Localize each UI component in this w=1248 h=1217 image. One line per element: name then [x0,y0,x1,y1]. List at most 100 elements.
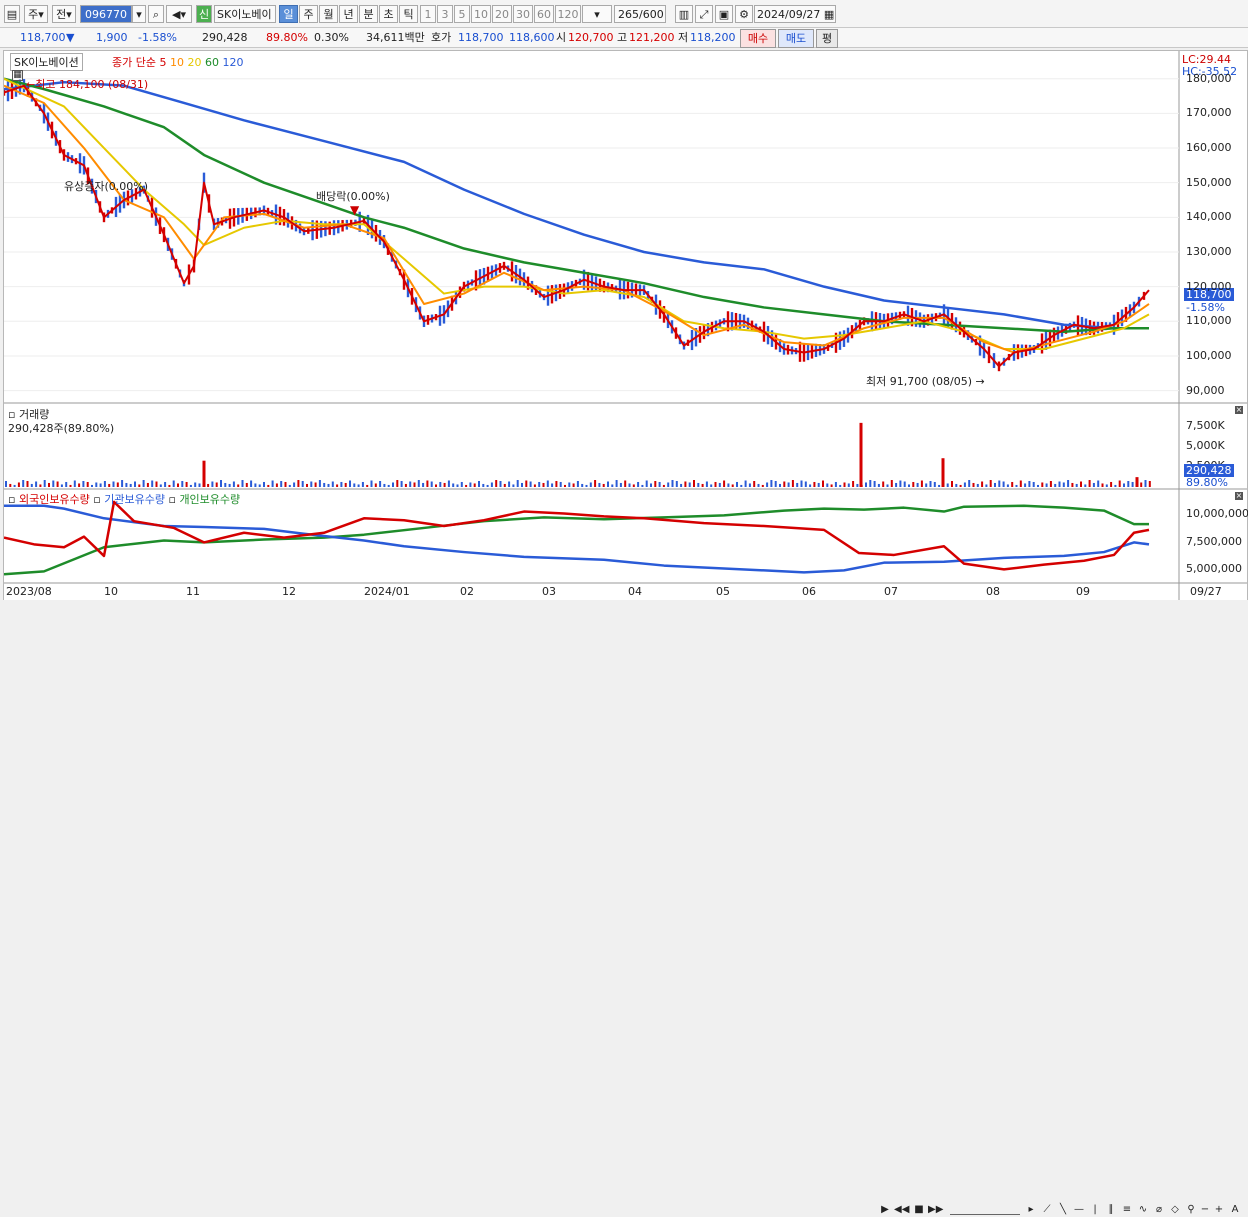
market-label: 주 [28,8,39,21]
line-tool-icon[interactable]: ╲ [1059,1204,1067,1215]
erase-tool-icon[interactable]: ⌀ [1155,1204,1163,1215]
volume-bar [142,480,145,487]
volume-bar [310,481,313,487]
hline-tool-icon[interactable]: — [1074,1204,1084,1215]
calendar-icon[interactable]: ▦ [823,8,835,21]
volume-bar [903,481,906,487]
volume-bar [52,480,55,487]
vline-tool-icon[interactable]: | [1093,1204,1097,1215]
volume-bar [340,481,343,487]
play-icon[interactable]: ▶ [881,1204,889,1215]
zoom-icon[interactable]: ⚲ [1187,1204,1195,1215]
chart-settings-icon[interactable]: ▤ [4,5,20,23]
volume-bar [366,484,369,487]
low-note-text: 최저 91,700 (08/05) [866,375,973,388]
speaker-icon[interactable]: ◀▾ [166,5,192,23]
volume-bar [882,481,885,487]
volume-bar [998,480,1001,487]
stock-name-field[interactable]: SK이노베이 [214,5,276,23]
volume-bar [1045,483,1048,487]
volume-bar [963,482,966,487]
tab-minute[interactable]: 분 [359,5,378,23]
x-label-11: 11 [186,585,200,598]
volume-bar [129,483,132,487]
candle-icon[interactable]: ▥ [675,5,693,23]
font-size-icon[interactable]: A [1231,1204,1239,1215]
interval-10[interactable]: 10 [471,5,491,23]
channel-tool-icon[interactable]: ∥ [1108,1204,1114,1215]
volume-bar [125,482,128,487]
tab-month[interactable]: 월 [319,5,338,23]
interval-1[interactable]: 1 [420,5,436,23]
volume-pane-close-icon[interactable]: × [1235,405,1243,414]
interval-60[interactable]: 60 [534,5,554,23]
tab-tick[interactable]: 틱 [399,5,418,23]
volume-bar [318,480,321,487]
tab-year[interactable]: 년 [339,5,358,23]
volume-bar [499,480,502,487]
tab-week[interactable]: 주 [299,5,318,23]
chart-area[interactable]: SK이노베이션 종가 단순 5 10 20 60 120 ▦ ←최고 184,1… [3,50,1248,607]
data-count-field[interactable]: 265/600 [614,5,666,23]
volume-bar [688,482,691,487]
gear-icon[interactable]: ⚙ [735,5,753,23]
interval-custom-dropdown[interactable]: ▾ [582,5,612,23]
grid-toggle-icon[interactable]: ▦ [12,70,23,81]
market-select[interactable]: 주▾ [24,5,48,23]
tab-second[interactable]: 초 [379,5,398,23]
volume-bar [564,484,566,487]
volume-bar [1037,484,1039,487]
price-legend-name[interactable]: SK이노베이션 [10,53,83,71]
draw-tool-icon[interactable]: ⤢ [695,5,713,23]
volume-bar [172,480,175,487]
rewind-icon[interactable]: ◀◀ [894,1204,910,1215]
volume-bar [194,482,197,487]
zoom-out-icon[interactable]: − [1200,1204,1210,1215]
interval-20[interactable]: 20 [492,5,512,23]
volume-bar [396,480,399,487]
volume-bar [508,481,511,487]
interval-30[interactable]: 30 [513,5,533,23]
buy-button[interactable]: 매수 [740,29,776,48]
chart-canvas[interactable] [4,51,1247,606]
volume-bar [207,483,210,487]
fast-forward-icon[interactable]: ▶▶ [928,1204,944,1215]
volume-bar [826,483,829,487]
volume-bar [1067,480,1070,487]
market-prev-button[interactable]: 전▾ [52,5,76,23]
interval-3[interactable]: 3 [437,5,453,23]
scroll-slider[interactable] [950,1206,1020,1215]
holding-pane-close-icon[interactable]: × [1235,491,1243,500]
stop-icon[interactable]: ■ [914,1204,924,1215]
interval-120[interactable]: 120 [555,5,581,23]
eval-button[interactable]: 평 [816,29,838,48]
high-note-text: 최고 184,100 (08/31) [35,78,149,91]
date-field[interactable]: 2024/09/27 ▦ [754,5,836,23]
x-label-09: 09 [1076,585,1090,598]
scroll-right-icon[interactable]: ▸ [1028,1204,1034,1215]
price-axis-tick: 120,000 [1186,279,1232,293]
code-dropdown-icon[interactable]: ▾ [132,5,146,23]
search-icon[interactable]: ⌕ [148,5,164,23]
volume-bar [293,482,296,487]
interval-5[interactable]: 5 [454,5,470,23]
fib-tool-icon[interactable]: ≡ [1122,1204,1132,1215]
shape-tool-icon[interactable]: ◇ [1171,1204,1179,1215]
low-note: 최저 91,700 (08/05) → [866,375,985,388]
price-axis-tick: 180,000 [1186,71,1232,85]
trend-tool-icon[interactable]: ⟋ [1043,1204,1051,1215]
current-volume-pct-tag: 89.80% [1186,476,1228,489]
volume-bar [336,484,339,487]
zoom-in-icon[interactable]: + [1214,1204,1224,1215]
volume-bar [753,480,756,487]
save-icon[interactable]: ▣ [715,5,733,23]
open-price: 120,700 [568,31,614,44]
volume-bar [1011,481,1014,487]
curve-tool-icon[interactable]: ∿ [1138,1204,1148,1215]
tab-day[interactable]: 일 [279,5,298,23]
volume-bar [383,483,386,487]
stock-code-input[interactable]: 096770 [80,5,132,23]
sell-button[interactable]: 매도 [778,29,814,48]
volume-spike-bar [1135,477,1139,487]
volume-bar [250,480,253,487]
